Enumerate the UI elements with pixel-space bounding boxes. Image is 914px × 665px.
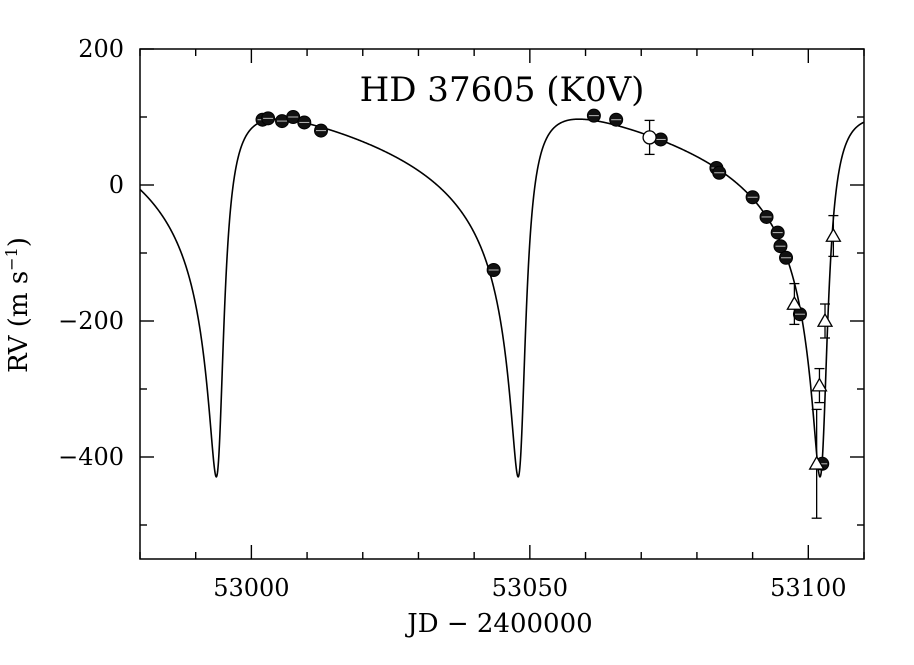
x-tick-label: 53000 [213,574,289,602]
y-axis-label: RV (m s−1) [2,237,34,373]
x-axis-label: JD − 2400000 [404,609,592,639]
data-point [780,251,793,264]
axis-ticks [140,49,864,559]
data-point [587,109,600,122]
data-point [818,304,832,338]
x-tick-label: 53050 [492,574,568,602]
tick-labels: 53000 53050 53100 −400 −200 0 200 [58,35,846,602]
data-point [487,264,500,277]
y-tick-label: 0 [109,171,124,199]
y-axis-label-main: RV (m s [4,271,34,373]
data-point [298,116,311,129]
data-point [262,112,275,125]
rv-chart: 53000 53050 53100 −400 −200 0 200 HD 37605 (K0… [0,0,914,665]
plot-frame [140,49,864,559]
x-tick-label: 53100 [770,574,846,602]
model-curve-line [140,119,864,477]
data-point [643,120,656,154]
data-point [610,113,623,126]
data-point [826,216,840,257]
data-point [713,166,726,179]
data-point [771,226,784,239]
chart-title: HD 37605 (K0V) [360,70,645,110]
data-point [746,191,759,204]
data-point [760,210,773,223]
data-point [315,124,328,137]
data-points-layer [256,109,840,518]
model-curve-layer [140,119,864,477]
y-tick-label: 200 [78,35,124,63]
data-point [774,240,787,253]
y-axis-label-close: ) [4,237,34,247]
open-triangle-marker [826,229,840,241]
y-tick-label: −200 [58,307,124,335]
open-triangle-marker [812,379,826,391]
y-axis-label-sup: −1 [2,247,21,271]
open-circle-marker [643,131,656,144]
open-triangle-marker [818,314,832,326]
y-tick-label: −400 [58,443,124,471]
